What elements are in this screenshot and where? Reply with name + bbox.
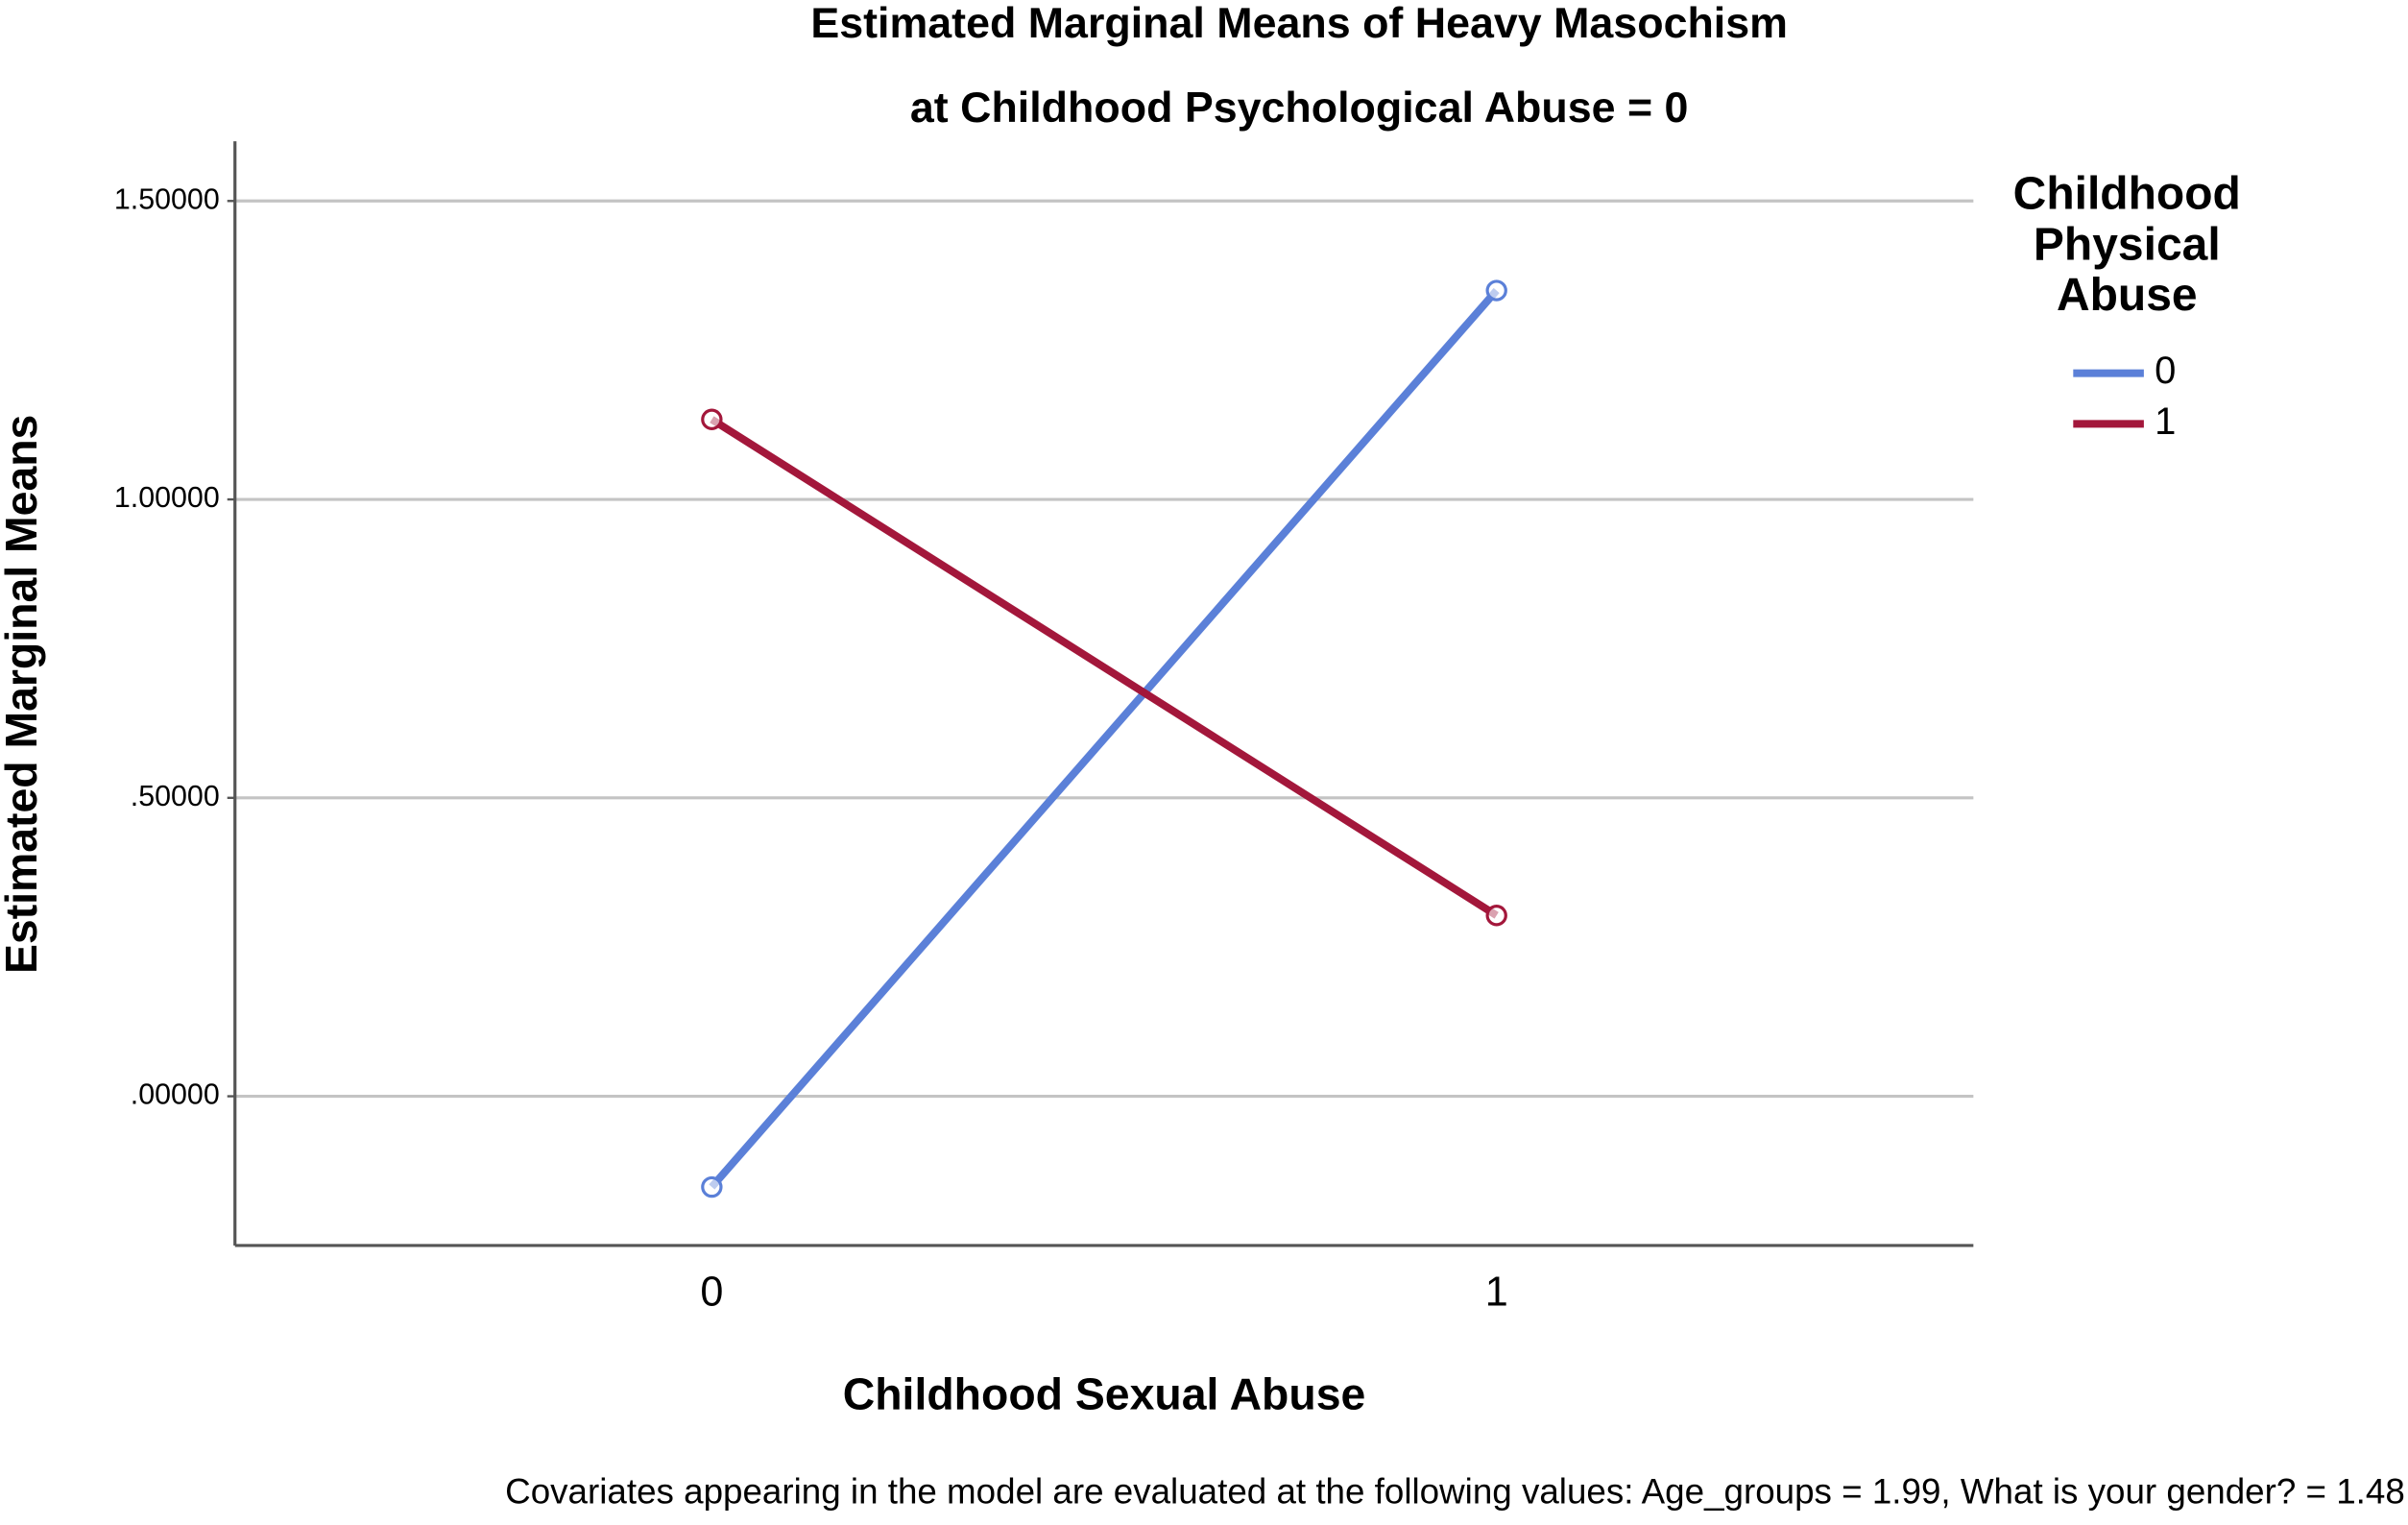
legend-title-box: Childhood Physical Abuse — [2012, 168, 2241, 322]
y-tick-label: 1.00000 — [114, 481, 220, 514]
point-marker — [701, 408, 723, 430]
legend-label: 1 — [2155, 400, 2176, 443]
y-tick-label: .00000 — [131, 1078, 220, 1111]
y-tick-label: .50000 — [131, 780, 220, 812]
point-marker — [701, 1175, 723, 1198]
y-axis-label: Estimated Marginal Means — [0, 415, 46, 974]
x-axis-label: Childhood Sexual Abuse — [843, 1369, 1366, 1419]
series-line — [710, 416, 1499, 919]
series-line — [709, 287, 1500, 1190]
legend-title: Childhood Physical Abuse — [2012, 168, 2241, 322]
point-marker — [1485, 905, 1507, 927]
chart-title: Estimated Marginal Means of Heavy Masoch… — [810, 0, 1788, 47]
legend-label: 0 — [2155, 350, 2176, 392]
y-tick-label: 1.50000 — [114, 182, 220, 215]
x-tick-label: 0 — [700, 1270, 723, 1316]
footnote: Covariates appearing in the model are ev… — [505, 1472, 2405, 1512]
x-tick-label: 1 — [1485, 1270, 1508, 1316]
point-marker — [1485, 279, 1507, 302]
chart-subtitle: at Childhood Psychological Abuse = 0 — [910, 84, 1689, 132]
